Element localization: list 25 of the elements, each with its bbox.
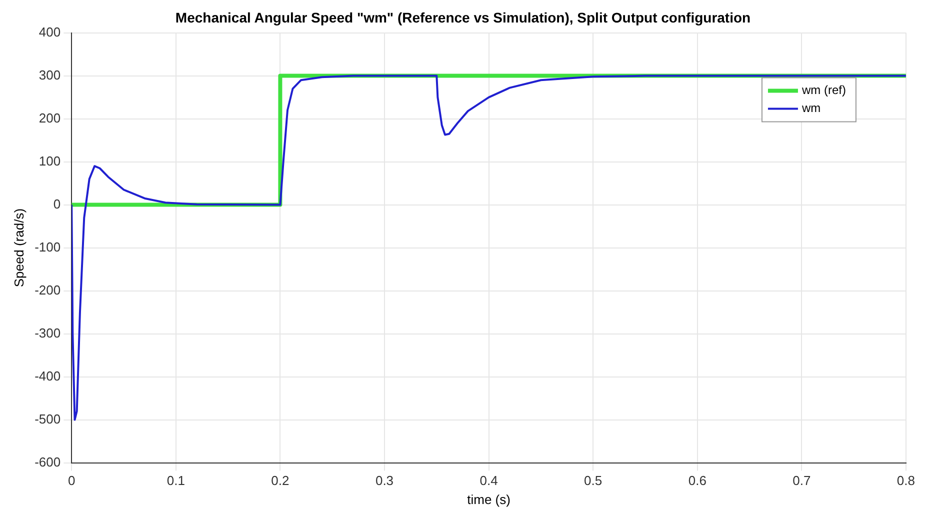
x-tick-label: 0.7 [792, 473, 811, 488]
y-tick-label: -500 [34, 411, 61, 426]
x-tick-label: 0.3 [375, 473, 394, 488]
y-axis-title: Speed (rad/s) [11, 208, 26, 288]
x-tick-label: 0 [68, 473, 76, 488]
x-tick-label: 0.1 [166, 473, 185, 488]
y-tick-label: -100 [34, 239, 61, 254]
x-tick-label: 0.5 [584, 473, 602, 488]
y-tick-label: -600 [34, 454, 61, 470]
y-tick-label: 300 [38, 67, 61, 82]
x-axis-title: time (s) [467, 492, 510, 507]
y-tick-label: 100 [38, 153, 61, 168]
y-tick-label: 400 [38, 24, 61, 40]
chart-title: Mechanical Angular Speed "wm" (Reference vs Simulation), Split Output configuration [175, 9, 751, 26]
y-tick-label: 200 [38, 110, 61, 126]
x-tick-label: 0.4 [480, 473, 498, 488]
x-tick-label: 0.2 [271, 473, 290, 488]
x-tick-label: 0.8 [896, 473, 916, 488]
y-tick-label: -400 [34, 368, 61, 384]
x-tick-label: 0.6 [688, 473, 706, 488]
legend-label: wm (ref) [800, 83, 846, 98]
y-tick-label: -300 [34, 325, 61, 340]
legend-label: wm [800, 101, 821, 116]
y-tick-label: 0 [53, 196, 61, 212]
y-tick-label: -200 [34, 282, 61, 298]
